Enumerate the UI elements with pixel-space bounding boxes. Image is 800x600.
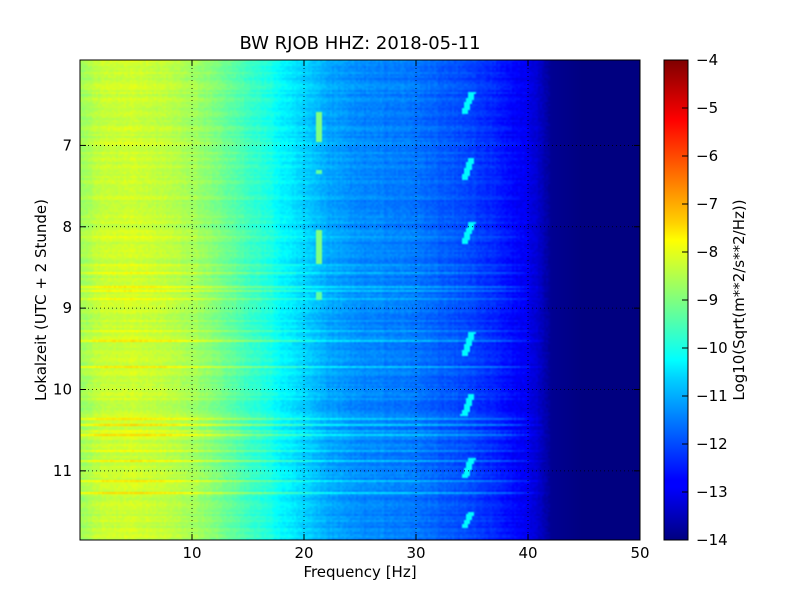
colorbar-tick-label: −13 (696, 483, 728, 501)
y-tick-label: 11 (53, 462, 72, 480)
colorbar-tick-label: −10 (696, 339, 728, 357)
colorbar-tick-label: −11 (696, 387, 728, 405)
colorbar-tick-label: −14 (696, 531, 728, 549)
y-tick-label: 7 (62, 136, 72, 154)
x-tick-label: 10 (182, 544, 201, 562)
colorbar-ticks: −4 −5 −6 −7 −8 −9 −10 −11 −12 −13 −14 (682, 51, 728, 549)
x-axis-label: Frequency [Hz] (303, 563, 416, 581)
x-tick-label: 40 (518, 544, 537, 562)
colorbar-label: Log10(Sqrt(m**2/s**2/Hz)) (730, 199, 748, 400)
x-axis: 10 20 30 40 50 (182, 60, 650, 562)
spectrogram-heatmap (80, 60, 640, 540)
plot-frame (79, 59, 641, 541)
y-tick-label: 10 (53, 380, 72, 398)
colorbar: −4 −5 −6 −7 −8 −9 −10 −11 −12 −13 −14 (663, 51, 728, 549)
y-axis-label: Lokalzeit (UTC + 2 Stunde) (32, 199, 50, 401)
x-tick-label: 50 (630, 544, 649, 562)
x-tick-label: 20 (294, 544, 313, 562)
colorbar-tick-label: −4 (696, 51, 718, 69)
colorbar-tick-label: −8 (696, 243, 718, 261)
colorbar-tick-label: −5 (696, 99, 718, 117)
grid-layer (80, 60, 640, 540)
y-tick-label: 9 (62, 299, 72, 317)
y-axis: 7 8 9 10 11 (53, 136, 640, 480)
plot-area (79, 59, 641, 541)
colorbar-tick-label: −6 (696, 147, 718, 165)
chart-title: BW RJOB HHZ: 2018-05-11 (239, 33, 480, 54)
colorbar-tick-label: −9 (696, 291, 718, 309)
colorbar-tick-label: −7 (696, 195, 718, 213)
colorbar-tick-label: −12 (696, 435, 728, 453)
y-tick-label: 8 (62, 218, 72, 236)
x-tick-label: 30 (406, 544, 425, 562)
